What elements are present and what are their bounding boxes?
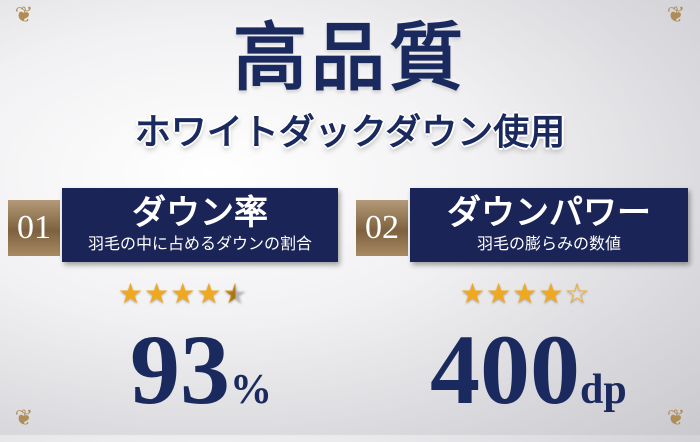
value-number: 400: [430, 314, 580, 425]
star-full-icon: ★: [170, 277, 197, 310]
star-full-icon: ★: [486, 277, 513, 310]
star-rating: ★★★★☆: [460, 278, 591, 310]
star-full-icon: ★: [144, 277, 171, 310]
main-title: 高品質: [233, 15, 467, 101]
ornament-corner-icon: ❦: [666, 406, 686, 431]
star-half-icon: ★: [222, 277, 249, 310]
ornament-corner-icon: ❦: [666, 3, 686, 28]
feature-value: 400dp: [430, 318, 627, 422]
feature-box: ダウン率 羽毛の中に占めるダウンの割合: [62, 188, 338, 262]
feature-description: 羽毛の中に占めるダウンの割合: [87, 234, 312, 253]
subtitle: ホワイトダックダウン使用: [134, 112, 566, 153]
star-full-icon: ★: [196, 277, 223, 310]
ornament-corner-icon: ❦: [14, 406, 34, 431]
star-full-icon: ★: [538, 277, 565, 310]
star-full-icon: ★: [460, 277, 487, 310]
star-rating: ★★★★★: [118, 278, 249, 310]
feature-description: 羽毛の膨らみの数値: [476, 234, 621, 253]
star-full-icon: ★: [118, 277, 145, 310]
value-unit: %: [230, 367, 272, 413]
value-unit: dp: [580, 367, 627, 413]
star-empty-icon: ☆: [564, 277, 591, 310]
feature-heading: ダウン率: [132, 193, 268, 233]
star-full-icon: ★: [512, 277, 539, 310]
feature-value: 93%: [130, 318, 272, 422]
value-number: 93: [130, 314, 230, 425]
feature-box: ダウンパワー 羽毛の膨らみの数値: [410, 188, 688, 262]
feature-number-badge: 02: [356, 200, 408, 256]
feature-heading: ダウンパワー: [447, 193, 651, 233]
ornament-corner-icon: ❦: [14, 3, 34, 28]
feature-number-badge: 01: [8, 200, 60, 256]
